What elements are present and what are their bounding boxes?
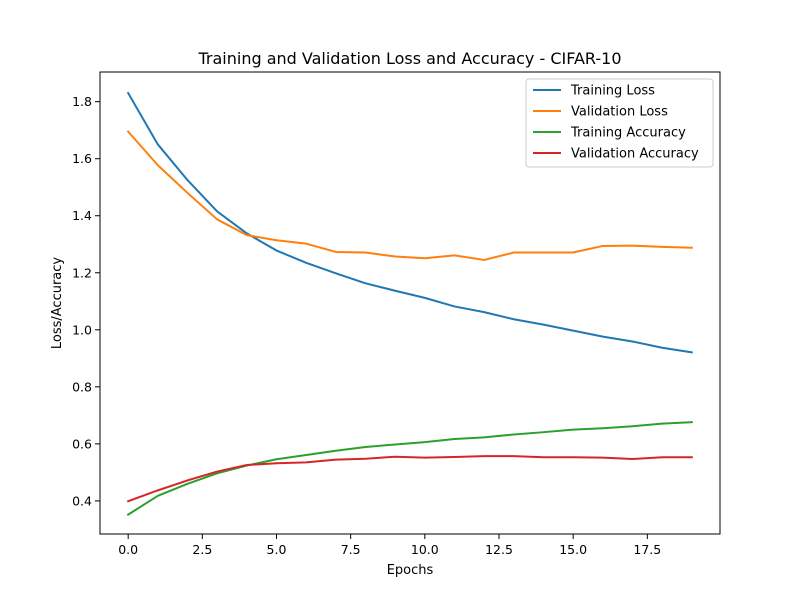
y-tick-label: 1.2 — [72, 265, 92, 280]
x-tick-label: 10.0 — [411, 542, 439, 557]
x-tick-label: 7.5 — [341, 542, 361, 557]
x-tick-label: 12.5 — [485, 542, 513, 557]
legend-label-validation-loss: Validation Loss — [571, 105, 668, 120]
y-tick-label: 1.6 — [72, 151, 92, 166]
series-layer — [126, 91, 693, 516]
plot-frame — [99, 71, 721, 535]
y-axis-label: Loss/Accuracy — [50, 257, 65, 350]
legend: Training Loss Validation Loss Training Acc… — [525, 78, 714, 168]
x-tick-label: 17.5 — [633, 542, 661, 557]
legend-box — [525, 78, 714, 168]
series-line-training-loss — [126, 91, 693, 354]
x-axis-label: Epochs — [387, 563, 434, 578]
series-line-validation-loss — [126, 130, 693, 261]
series-line-training-accuracy — [126, 421, 693, 516]
x-tick-label: 0.0 — [118, 542, 138, 557]
x-tick-label: 15.0 — [559, 542, 587, 557]
series-line-validation-accuracy — [126, 455, 693, 503]
legend-label-validation-accuracy: Validation Accuracy — [571, 147, 699, 162]
legend-label-training-loss: Training Loss — [570, 84, 655, 99]
y-tick-label: 1.0 — [72, 322, 92, 337]
legend-label-training-accuracy: Training Accuracy — [570, 126, 686, 141]
y-tick-label: 0.4 — [72, 493, 92, 508]
y-tick-label: 0.8 — [72, 379, 92, 394]
x-tick-label: 5.0 — [267, 542, 287, 557]
axes-layer: 0.0 2.5 5.0 7.5 10.0 12.5 15.0 17.5 0.4 0.6 0.8 1.0… — [72, 94, 661, 557]
y-tick-label: 1.8 — [72, 94, 92, 109]
x-tick-label: 2.5 — [192, 542, 212, 557]
y-tick-label: 0.6 — [72, 436, 92, 451]
y-tick-label: 1.4 — [72, 208, 92, 223]
chart-title: Training and Validation Loss and Accurac… — [197, 49, 621, 68]
